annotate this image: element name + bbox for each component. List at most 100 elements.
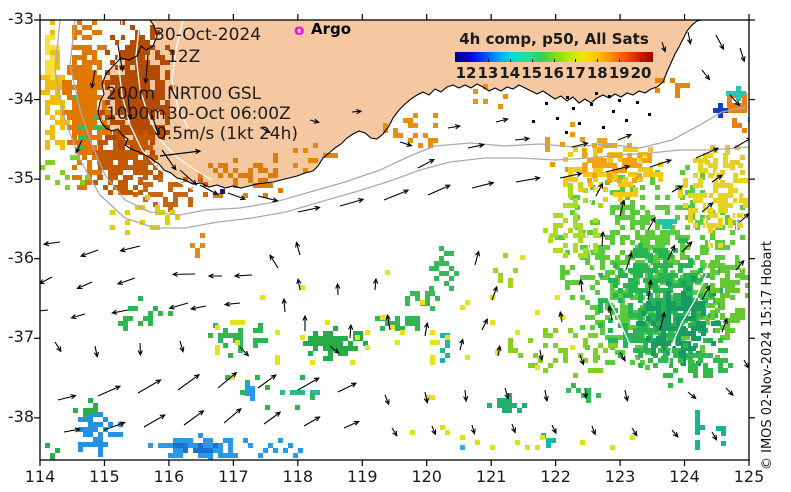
colorbar-tick-label: 15 xyxy=(521,64,543,82)
sst-patch xyxy=(508,348,513,353)
sst-patch xyxy=(138,135,143,140)
sst-patch xyxy=(700,260,705,265)
sst-patch xyxy=(620,305,625,310)
sst-patch xyxy=(718,288,723,293)
sst-patch xyxy=(118,185,123,190)
sst-patch xyxy=(628,313,633,318)
sst-patch xyxy=(82,185,87,190)
sst-patch xyxy=(720,303,725,308)
sst-patch xyxy=(165,115,170,120)
sst-patch xyxy=(460,435,465,440)
sst-patch xyxy=(623,343,628,348)
sst-patch xyxy=(365,330,370,335)
sst-patch xyxy=(688,323,693,328)
island-dot xyxy=(595,92,598,95)
sst-patch xyxy=(135,80,140,85)
sst-patch xyxy=(715,263,720,268)
sst-patch xyxy=(133,140,138,145)
sst-patch xyxy=(88,427,93,432)
sst-patch xyxy=(273,168,278,173)
sst-patch xyxy=(578,187,583,192)
current-vector xyxy=(623,389,629,403)
sst-patch xyxy=(678,188,683,193)
sst-patch xyxy=(661,331,666,336)
sst-patch xyxy=(548,238,553,243)
colorbar-tick-label: 13 xyxy=(477,64,499,82)
sst-patch xyxy=(102,80,107,85)
sst-patch xyxy=(82,115,87,120)
sst-patch xyxy=(597,163,602,168)
sst-patch xyxy=(740,155,745,160)
sst-patch xyxy=(77,95,82,100)
sst-patch xyxy=(45,443,50,448)
sst-patch xyxy=(310,390,315,395)
sst-patch xyxy=(230,375,235,380)
sst-patch xyxy=(645,285,650,290)
sst-patch xyxy=(113,145,118,150)
sst-patch xyxy=(658,278,663,283)
sst-patch xyxy=(718,203,723,208)
current-vector xyxy=(348,323,354,339)
sst-patch xyxy=(571,383,576,388)
sst-patch xyxy=(578,228,583,233)
x-tick-label: 125 xyxy=(733,467,765,486)
sst-patch xyxy=(123,150,128,155)
sst-patch xyxy=(135,100,140,105)
sst-patch xyxy=(720,325,725,330)
current-vector xyxy=(695,147,720,159)
sst-patch xyxy=(710,265,715,270)
sst-patch xyxy=(698,313,703,318)
sst-patch xyxy=(525,445,530,450)
sst-patch xyxy=(238,173,243,178)
sst-patch xyxy=(633,338,638,343)
sst-patch xyxy=(50,458,55,460)
sst-patch xyxy=(633,348,638,353)
sst-patch xyxy=(700,215,705,220)
sst-patch xyxy=(740,235,745,240)
sst-patch xyxy=(45,85,50,90)
bathymetry-contour-over-data xyxy=(135,20,213,181)
sst-patch xyxy=(593,152,598,157)
sst-patch xyxy=(92,100,97,105)
sst-patch xyxy=(738,163,743,168)
sst-patch xyxy=(295,405,300,410)
sst-patch xyxy=(87,70,92,75)
sst-patch xyxy=(643,338,648,343)
sst-patch xyxy=(703,373,708,378)
sst-patch xyxy=(130,125,135,130)
sst-patch xyxy=(718,103,723,108)
current-vector xyxy=(619,199,626,217)
sst-patch xyxy=(593,353,598,358)
sst-patch xyxy=(708,173,713,178)
sst-patch xyxy=(593,333,598,338)
sst-patch xyxy=(713,163,718,168)
sst-patch xyxy=(723,203,728,208)
sst-patch xyxy=(643,328,648,333)
sst-patch xyxy=(87,45,92,50)
sst-patch xyxy=(698,163,703,168)
sst-patch xyxy=(140,60,145,65)
sst-patch xyxy=(140,130,145,135)
sst-patch xyxy=(598,303,603,308)
sst-patch xyxy=(663,293,668,298)
sst-patch xyxy=(610,445,615,450)
sst-patch xyxy=(538,358,543,363)
sst-patch xyxy=(520,255,525,260)
sst-patch xyxy=(653,283,658,288)
sst-patch xyxy=(648,273,653,278)
sst-patch xyxy=(720,255,725,260)
sst-patch xyxy=(83,135,88,140)
sst-patch xyxy=(690,270,695,275)
sst-patch xyxy=(93,180,98,185)
sst-patch xyxy=(160,55,165,60)
sst-patch xyxy=(668,338,673,343)
sst-patch xyxy=(703,193,708,198)
sst-patch xyxy=(153,192,158,197)
sst-patch xyxy=(676,351,681,356)
sst-patch xyxy=(87,100,92,105)
sst-patch xyxy=(517,408,522,413)
sst-patch xyxy=(598,203,603,208)
sst-patch xyxy=(178,182,183,187)
sst-patch xyxy=(690,190,695,195)
sst-patch xyxy=(82,105,87,110)
